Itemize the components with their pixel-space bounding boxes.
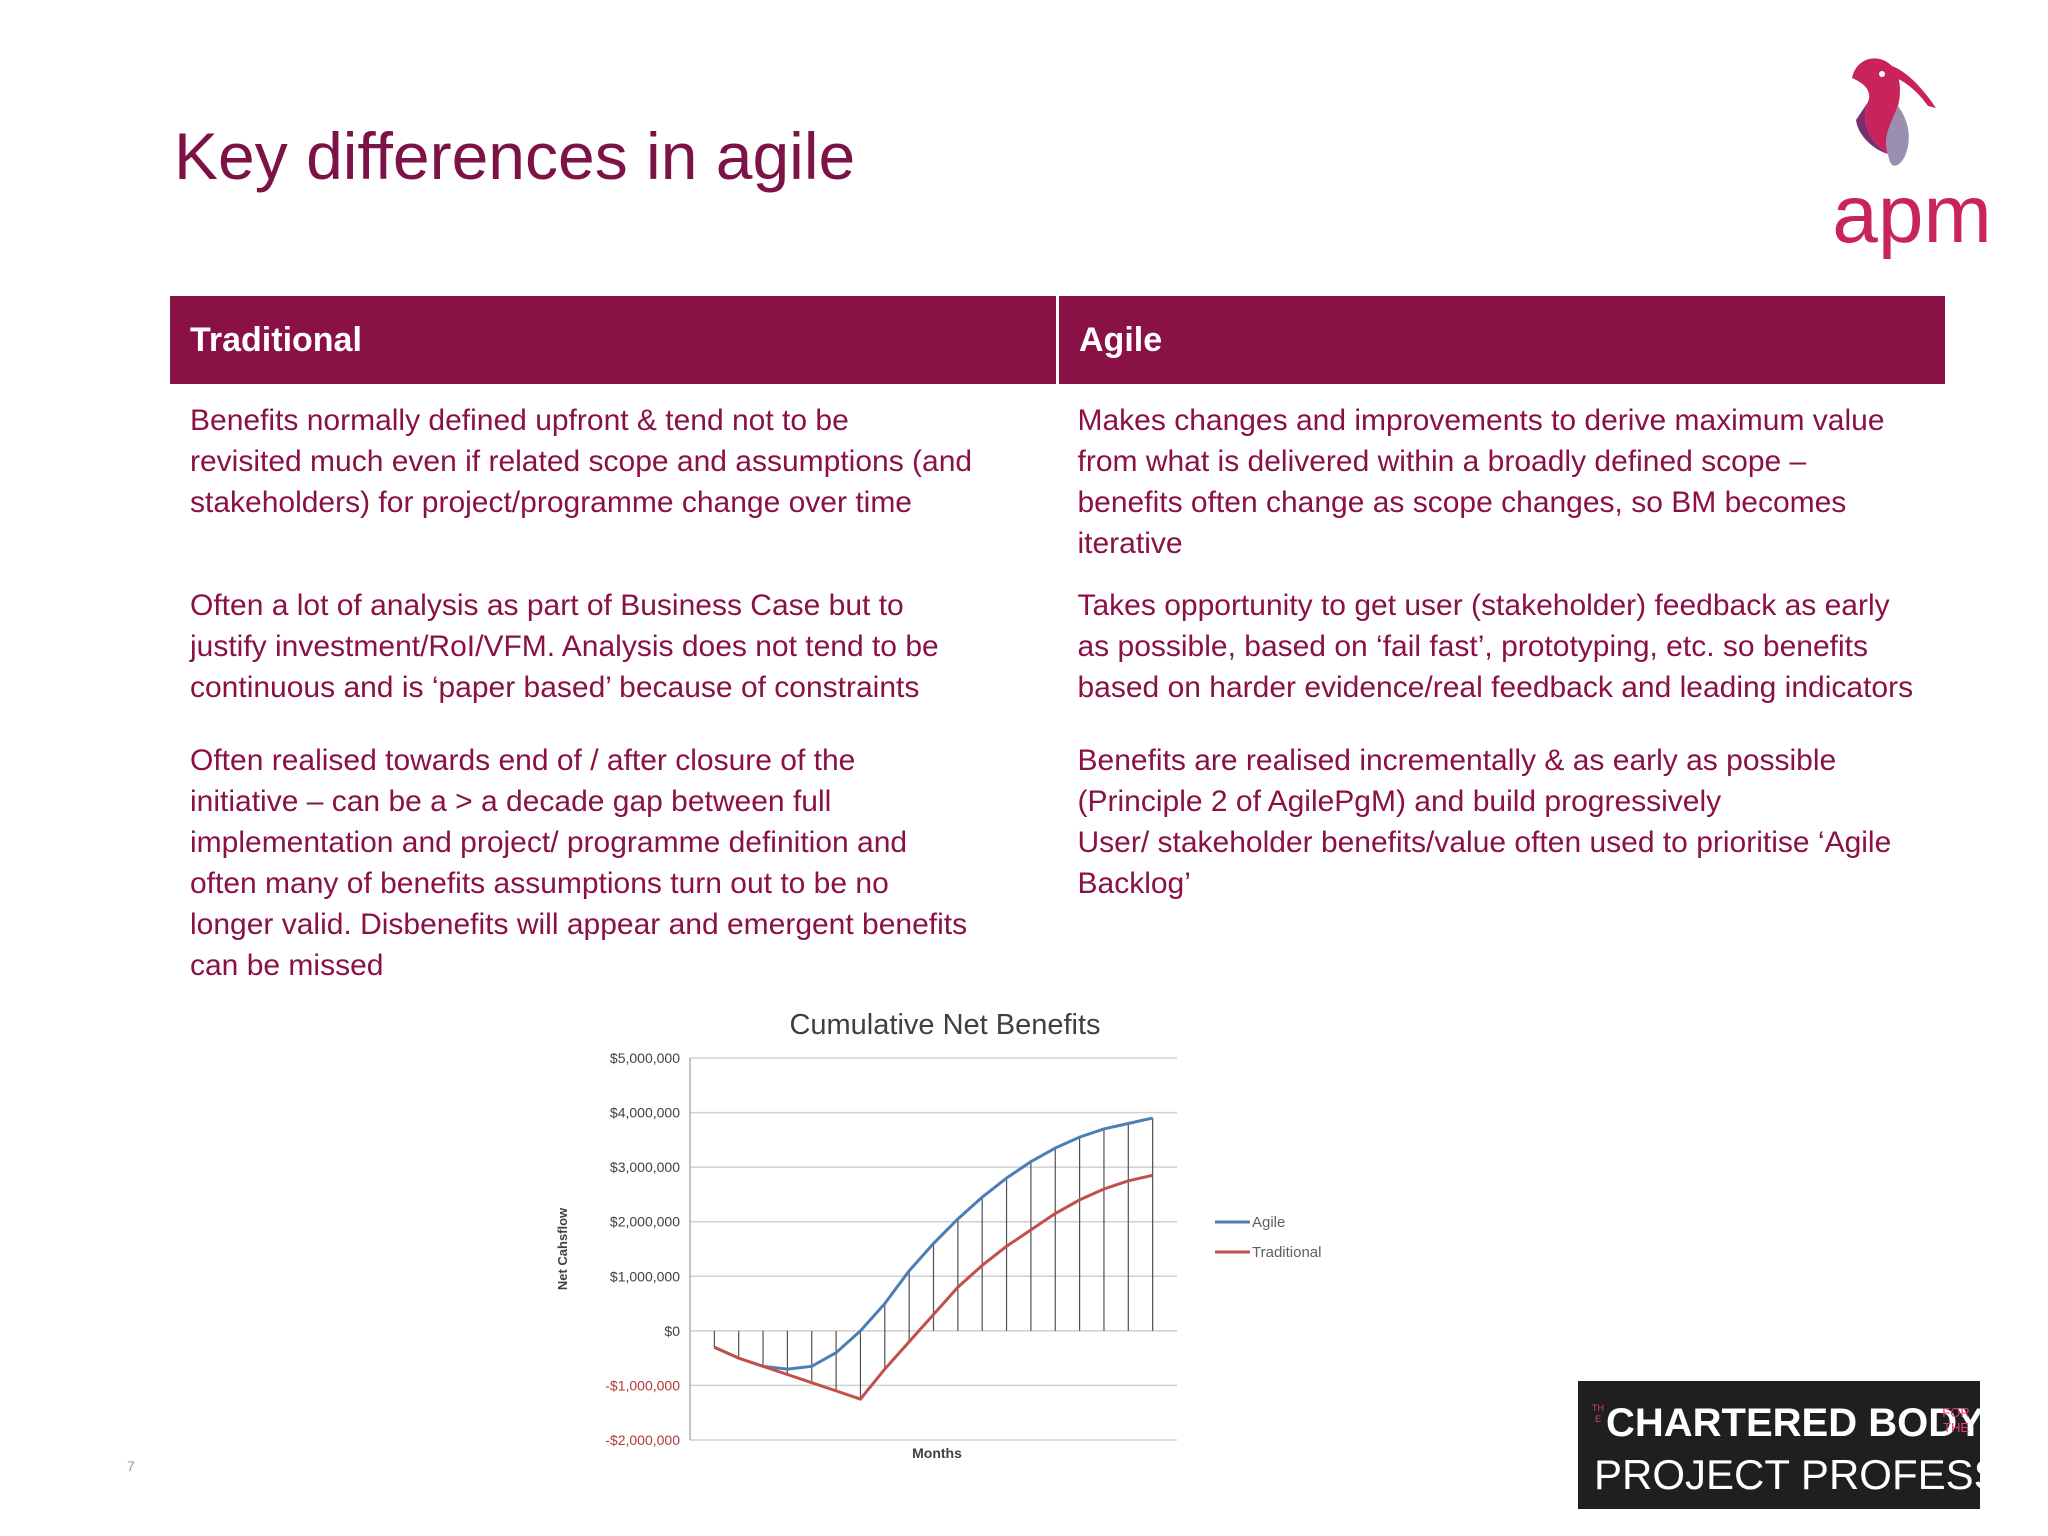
table-row: Often realised towards end of / after cl…	[170, 740, 1945, 986]
difference-hatch	[713, 1118, 1154, 1400]
table-row: Benefits normally defined upfront & tend…	[170, 384, 1945, 585]
table-header-row: Traditional Agile	[170, 296, 1945, 384]
slide-title: Key differences in agile	[174, 119, 856, 193]
y-axis-ticks: $5,000,000 $4,000,000 $3,000,000 $2,000,000…	[605, 1050, 680, 1448]
badge-small-left: THE	[1592, 1403, 1604, 1424]
cumulative-net-benefits-chart: Cumulative Net Benefits $5,000,000 $4,000…	[555, 1009, 1321, 1461]
badge-line1: CHARTERED BODY	[1606, 1401, 1984, 1445]
traditional-cell: Benefits normally defined upfront & tend…	[170, 384, 1058, 585]
page-number: 7	[127, 1458, 135, 1474]
agile-cell: Makes changes and improvements to derive…	[1058, 384, 1946, 585]
traditional-cell: Often realised towards end of / after cl…	[170, 740, 1058, 986]
y-tick-label: $3,000,000	[610, 1159, 680, 1175]
header-traditional: Traditional	[170, 296, 1058, 384]
chart-legend: Agile Traditional	[1215, 1214, 1321, 1261]
cell-text: Often a lot of analysis as part of Busin…	[190, 589, 939, 704]
series-line-agile	[713, 1116, 1153, 1371]
cell-text: Makes changes and improvements to derive…	[1077, 404, 1885, 560]
cell-text: Benefits are realised incrementally & as…	[1077, 744, 1892, 900]
agile-cell: Benefits are realised incrementally & as…	[1058, 740, 1946, 986]
cell-text: Often realised towards end of / after cl…	[190, 744, 968, 982]
header-agile: Agile	[1056, 296, 1945, 384]
apm-logo: apm	[1832, 58, 1992, 260]
cell-text: Takes opportunity to get user (stakehold…	[1077, 589, 1914, 704]
x-axis-label: Months	[912, 1445, 962, 1461]
table-row: Often a lot of analysis as part of Busin…	[170, 585, 1945, 740]
legend-label: Agile	[1252, 1214, 1285, 1231]
y-tick-label: $5,000,000	[610, 1050, 680, 1066]
chartered-body-badge: THE CHARTERED BODY FOR THE PROJECT PROFE…	[1578, 1381, 2048, 1509]
badge-line2: PROJECT PROFESSION	[1594, 1451, 2048, 1498]
series-lines	[713, 1116, 1153, 1401]
bird-icon	[1852, 58, 1936, 166]
y-tick-label: -$2,000,000	[605, 1432, 680, 1448]
agile-cell: Takes opportunity to get user (stakehold…	[1058, 585, 1946, 740]
legend-label: Traditional	[1252, 1244, 1321, 1261]
series-line-traditional	[713, 1173, 1153, 1401]
y-tick-label: $0	[664, 1323, 680, 1339]
y-tick-label: $4,000,000	[610, 1105, 680, 1121]
y-tick-label: $2,000,000	[610, 1214, 680, 1230]
badge-small-right: FOR THE	[1942, 1405, 1970, 1435]
y-tick-label: -$1,000,000	[605, 1377, 680, 1393]
badge-line1-wrap: CHARTERED BODY	[1594, 1401, 1984, 1446]
traditional-cell: Often a lot of analysis as part of Busin…	[170, 585, 1058, 740]
comparison-table: Traditional Agile Benefits normally defi…	[170, 296, 1945, 986]
cell-text: Benefits normally defined upfront & tend…	[190, 404, 973, 519]
y-tick-label: $1,000,000	[610, 1268, 680, 1284]
y-axis-label: Net Cahsflow	[555, 1207, 570, 1290]
chart-title: Cumulative Net Benefits	[789, 1009, 1100, 1041]
logo-text: apm	[1832, 169, 1992, 260]
